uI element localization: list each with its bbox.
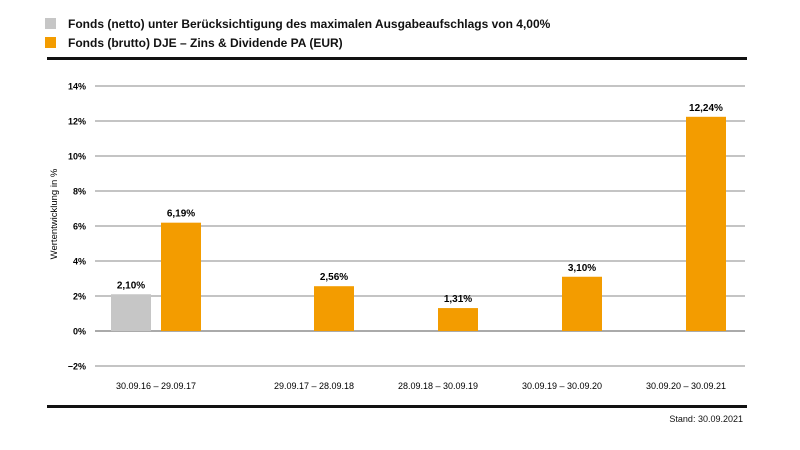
- x-tick-label: 29.09.17 – 28.09.18: [274, 381, 354, 391]
- data-label: 2,56%: [320, 272, 348, 283]
- data-label: 3,10%: [568, 263, 596, 274]
- legend-swatch: [45, 37, 56, 48]
- y-tick-label: 6%: [73, 222, 86, 232]
- legend-label: Fonds (brutto) DJE – Zins & Dividende PA…: [68, 35, 343, 50]
- bar: [438, 308, 478, 331]
- y-tick-label: 12%: [68, 117, 86, 127]
- bar: [111, 294, 151, 331]
- bar: [562, 276, 602, 331]
- bar: [314, 286, 354, 331]
- x-tick-label: 30.09.19 – 30.09.20: [522, 381, 602, 391]
- y-tick-label: 8%: [73, 187, 86, 197]
- y-tick-label: 14%: [68, 82, 86, 92]
- bottom-rule: [47, 405, 747, 408]
- data-label: 6,19%: [167, 209, 195, 220]
- legend: Fonds (netto) unter Berücksichtigung des…: [45, 14, 550, 52]
- y-tick-label: 4%: [73, 257, 86, 267]
- top-rule: [47, 57, 747, 60]
- y-tick-label: −2%: [68, 362, 86, 372]
- x-tick-label: 30.09.20 – 30.09.21: [646, 381, 726, 391]
- legend-item-brutto: Fonds (brutto) DJE – Zins & Dividende PA…: [45, 33, 550, 52]
- legend-item-netto: Fonds (netto) unter Berücksichtigung des…: [45, 14, 550, 33]
- y-tick-label: 10%: [68, 152, 86, 162]
- y-tick-label: 2%: [73, 292, 86, 302]
- data-label: 12,24%: [689, 103, 723, 114]
- stand-date: Stand: 30.09.2021: [669, 414, 743, 424]
- data-label: 2,10%: [117, 280, 145, 291]
- x-tick-label: 28.09.18 – 30.09.19: [398, 381, 478, 391]
- bar: [161, 222, 201, 331]
- bar: [686, 116, 726, 331]
- legend-swatch: [45, 18, 56, 29]
- y-tick-label: 0%: [73, 327, 86, 337]
- y-axis-label: Wertentwicklung in %: [49, 168, 60, 259]
- x-tick-label: 30.09.16 – 29.09.17: [116, 381, 196, 391]
- legend-label: Fonds (netto) unter Berücksichtigung des…: [68, 16, 551, 31]
- data-label: 1,31%: [444, 294, 472, 305]
